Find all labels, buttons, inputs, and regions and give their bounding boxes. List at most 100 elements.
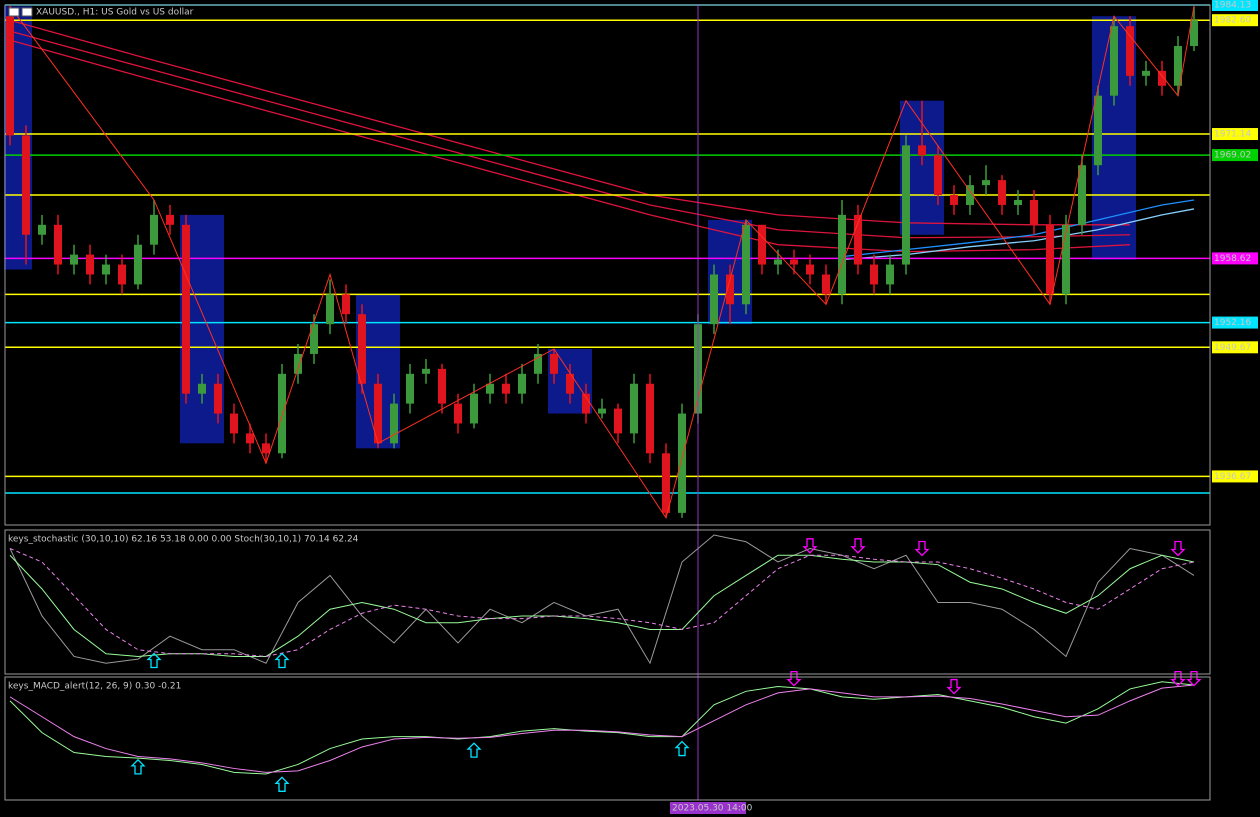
candle-body: [1126, 26, 1134, 76]
signal-arrow: [146, 652, 162, 669]
cursor-label: 2023.05.30 14:00: [672, 804, 753, 814]
signal-arrow: [850, 538, 866, 554]
signal-arrow: [914, 540, 930, 557]
candle-body: [934, 155, 942, 196]
candle-body: [550, 353, 558, 374]
candle-body: [310, 324, 318, 354]
candle-body: [742, 224, 750, 305]
pane-frame: [4, 529, 1211, 675]
candle-body: [806, 264, 814, 275]
candle-body: [294, 353, 302, 374]
candle-body: [966, 185, 974, 205]
candle-body: [422, 368, 430, 374]
candle-body: [998, 180, 1006, 205]
level-label-box: [1212, 0, 1258, 11]
candle-body: [358, 314, 366, 384]
level-label: 1971.14: [1214, 130, 1251, 140]
candle-body: [182, 224, 190, 394]
signal-arrow: [1170, 670, 1186, 687]
candle-body: [1174, 46, 1182, 86]
level-label-box: [1212, 252, 1258, 265]
pane-title: keys_stochastic (30,10,10) 62.16 53.18 0…: [8, 535, 359, 545]
candle-body: [790, 259, 798, 265]
signal-arrow: [130, 758, 146, 775]
candle-body: [774, 259, 782, 265]
candle-body: [150, 214, 158, 245]
candle-body: [1158, 70, 1166, 86]
signal-arrow: [674, 740, 690, 757]
candle-body: [374, 383, 382, 444]
candle-body: [518, 373, 526, 394]
moving-average: [9, 30, 1131, 239]
candle-body: [406, 373, 414, 404]
level-label-box: [1212, 149, 1258, 162]
level-label-box: [1212, 14, 1258, 27]
window-icon[interactable]: [8, 7, 20, 17]
candle-body: [1014, 199, 1022, 205]
level-label-box: [1212, 128, 1258, 141]
candle-body: [502, 383, 510, 394]
level-label: 1982.60: [1214, 16, 1251, 26]
candle-body: [646, 383, 654, 454]
candle-body: [902, 145, 910, 265]
candle-body: [662, 453, 670, 513]
candle-body: [102, 264, 110, 275]
candle-body: [1046, 224, 1054, 295]
candle-body: [758, 224, 766, 265]
signal-arrow: [274, 652, 290, 669]
candle-body: [582, 393, 590, 414]
candle-body: [614, 408, 622, 434]
window-icon[interactable]: [21, 7, 33, 17]
candle-body: [454, 403, 462, 424]
level-label: 1952.16: [1214, 318, 1251, 328]
indicator-line: [9, 681, 1195, 775]
candle-body: [918, 145, 926, 156]
candle-body: [438, 368, 446, 404]
candle-body: [22, 135, 30, 235]
candle-body: [486, 383, 494, 394]
candle-body: [166, 214, 174, 225]
level-label: 1984.13: [1214, 1, 1251, 11]
candle-body: [678, 413, 686, 513]
candle-body: [54, 224, 62, 265]
candle-body: [38, 224, 46, 235]
candle-body: [342, 294, 350, 315]
candle-body: [390, 403, 398, 444]
moving-average: [9, 39, 1131, 253]
candle-body: [134, 244, 142, 285]
level-label: 1949.67: [1214, 343, 1251, 353]
candle-body: [534, 353, 542, 374]
candle-body: [1078, 165, 1086, 225]
candle-body: [982, 180, 990, 186]
candle-body: [822, 274, 830, 295]
signal-arrow: [802, 538, 818, 554]
candle-body: [118, 264, 126, 285]
candle-body: [950, 195, 958, 205]
candle-body: [726, 274, 734, 305]
signal-arrow: [946, 678, 962, 695]
candle-body: [278, 373, 286, 454]
signal-arrow: [1186, 670, 1202, 687]
signal-arrow: [466, 742, 482, 758]
chart-title: XAUUSD., H1: US Gold vs US dollar: [36, 8, 194, 18]
candle-body: [230, 413, 238, 434]
level-label-box: [1212, 470, 1258, 483]
candle-body: [470, 393, 478, 424]
pane-frame: [4, 4, 1211, 526]
candle-body: [1110, 26, 1118, 96]
candle-body: [1062, 224, 1070, 295]
indicator-line: [9, 534, 1195, 665]
candle-body: [710, 274, 718, 325]
level-label-box: [1212, 341, 1258, 354]
candle-body: [6, 16, 14, 136]
candle-body: [1142, 70, 1150, 76]
candle-body: [1094, 95, 1102, 166]
candle-body: [1190, 20, 1198, 47]
candle-body: [198, 383, 206, 394]
candle-body: [630, 383, 638, 434]
candle-body: [1030, 199, 1038, 225]
level-label: 1958.62: [1214, 254, 1251, 264]
indicator-line: [9, 554, 1195, 657]
level-label-box: [1212, 316, 1258, 329]
